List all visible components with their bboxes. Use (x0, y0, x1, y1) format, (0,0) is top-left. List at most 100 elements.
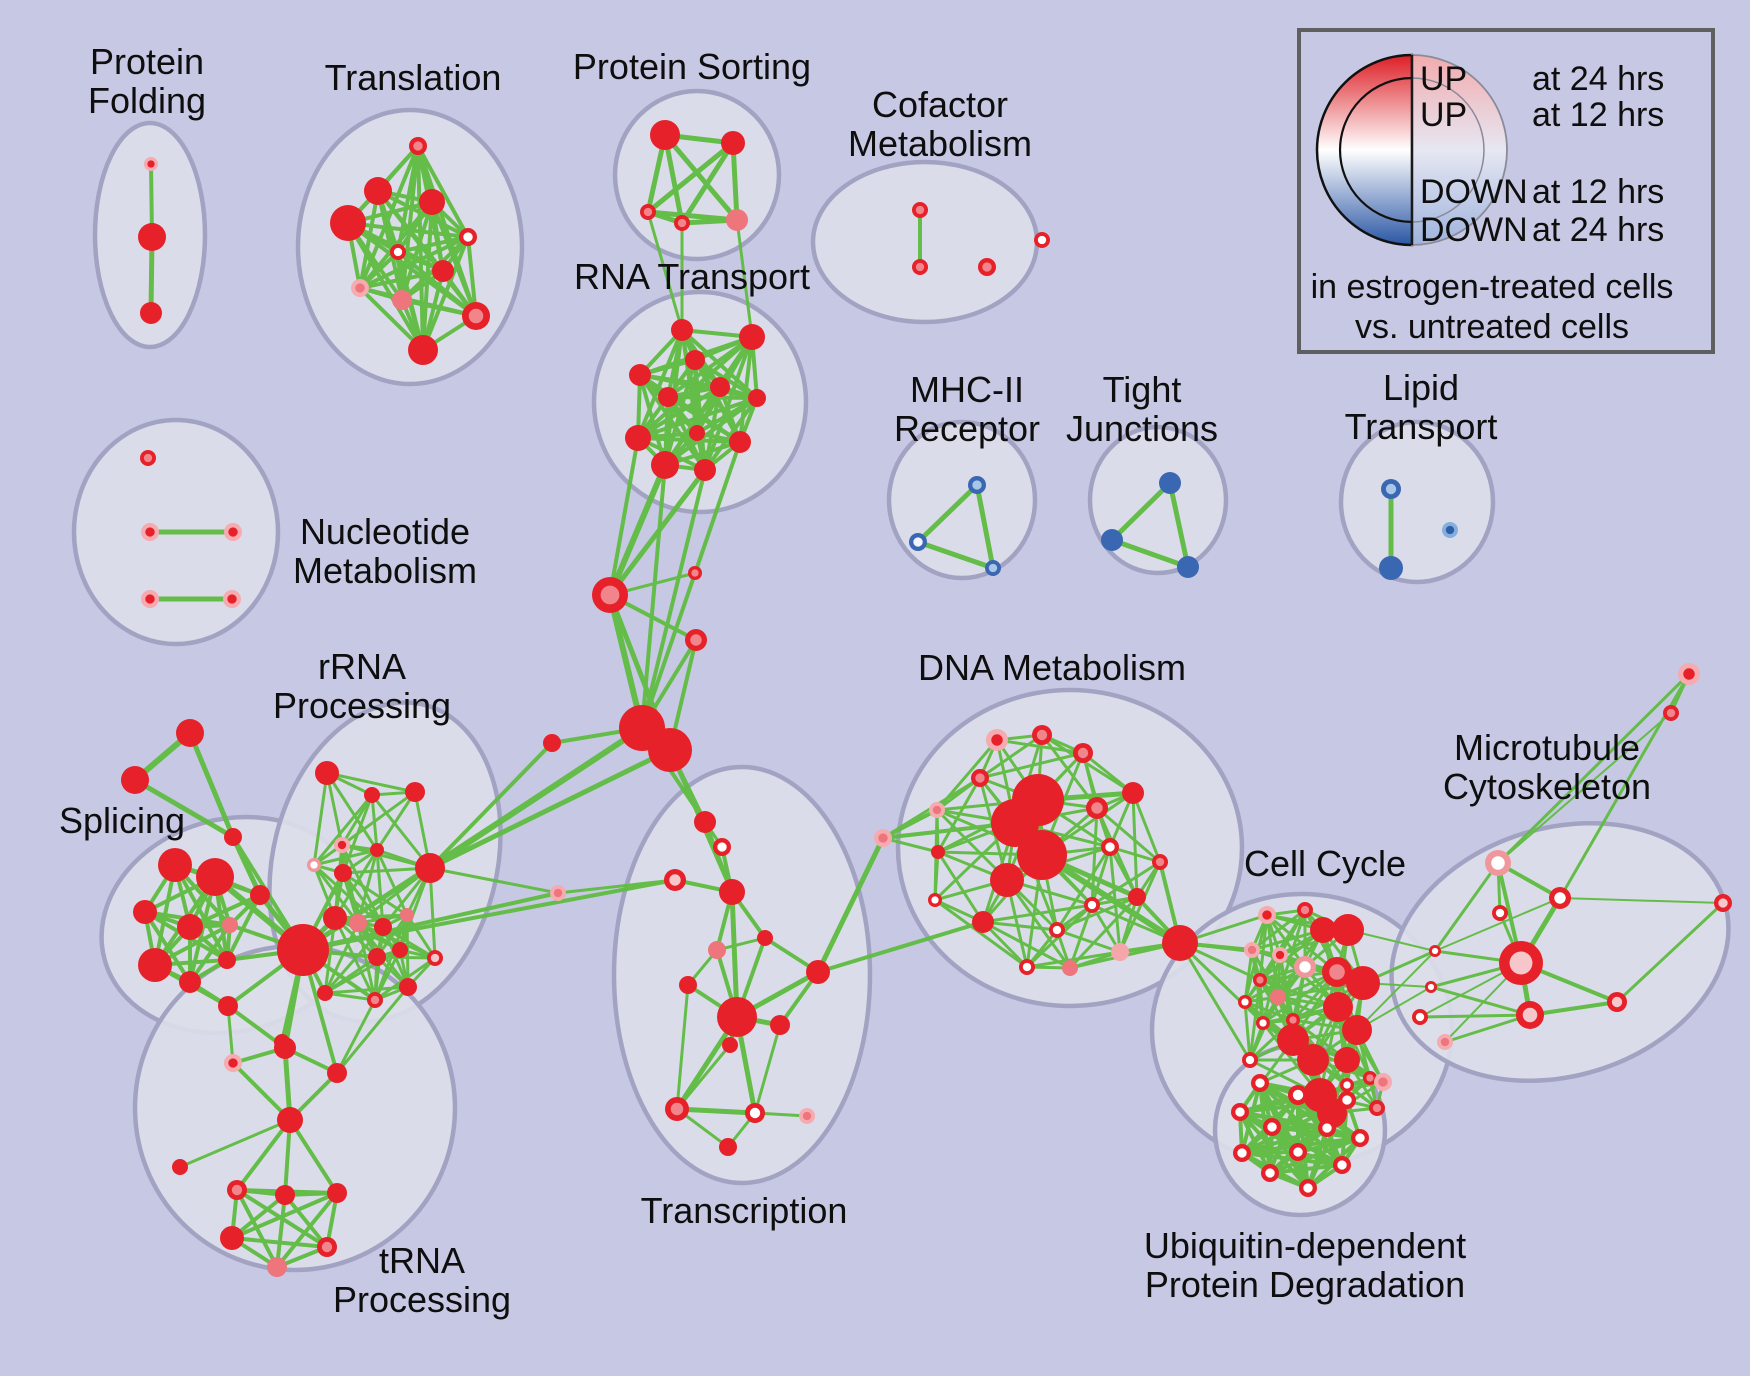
node-tj2[interactable] (1177, 556, 1199, 578)
node-sp9[interactable] (218, 996, 238, 1016)
node-rt5[interactable] (658, 387, 678, 407)
node-mt6[interactable] (1429, 945, 1441, 957)
node-rt7[interactable] (625, 425, 651, 451)
node-mt7[interactable] (1425, 981, 1437, 993)
node-dm14[interactable] (990, 863, 1024, 897)
node-dm0[interactable] (986, 729, 1008, 751)
node-ub9[interactable] (1333, 1156, 1351, 1174)
node-tx3[interactable] (719, 879, 745, 905)
node-mh1[interactable] (909, 533, 927, 551)
node-st0[interactable] (176, 719, 204, 747)
node-rr13[interactable] (368, 948, 386, 966)
node-tn9[interactable] (220, 1226, 244, 1250)
node-rr5[interactable] (334, 864, 352, 882)
node-tx8[interactable] (806, 960, 830, 984)
node-dm4[interactable] (929, 802, 945, 818)
node-cc15[interactable] (1342, 1015, 1372, 1045)
node-cc18[interactable] (1334, 1047, 1360, 1073)
node-cc7[interactable] (1322, 957, 1352, 987)
node-hb0[interactable] (277, 924, 329, 976)
node-nm1[interactable] (141, 523, 159, 541)
node-tl6[interactable] (432, 260, 454, 282)
node-tn4[interactable] (277, 1107, 303, 1133)
node-cc21[interactable] (1363, 1071, 1377, 1085)
node-rr14[interactable] (392, 942, 408, 958)
node-dm20[interactable] (1019, 959, 1035, 975)
node-dm9[interactable] (1017, 830, 1067, 880)
node-mt10[interactable] (1714, 894, 1732, 912)
node-cc8[interactable] (1346, 966, 1380, 1000)
node-pf0[interactable] (144, 157, 158, 171)
node-tx2[interactable] (664, 869, 686, 891)
node-dm13[interactable] (928, 893, 942, 907)
node-b6[interactable] (874, 829, 892, 847)
node-tl2[interactable] (330, 205, 366, 241)
node-cc0[interactable] (1258, 906, 1276, 924)
node-nm4[interactable] (223, 590, 241, 608)
node-tl0[interactable] (409, 137, 427, 155)
node-rr15[interactable] (399, 978, 417, 996)
node-tx4[interactable] (550, 885, 566, 901)
node-ub0[interactable] (1251, 1074, 1269, 1092)
node-tx10[interactable] (770, 1015, 790, 1035)
node-tl3[interactable] (419, 189, 445, 215)
node-ub6[interactable] (1351, 1129, 1369, 1147)
node-rr6[interactable] (370, 843, 384, 857)
node-sp8[interactable] (250, 885, 270, 905)
node-tl4[interactable] (459, 228, 477, 246)
node-ub4[interactable] (1263, 1118, 1281, 1136)
node-rr3[interactable] (334, 837, 350, 853)
node-nm2[interactable] (224, 523, 242, 541)
node-dm6[interactable] (1086, 797, 1108, 819)
node-mt9[interactable] (1437, 1034, 1453, 1050)
node-sp5[interactable] (138, 948, 172, 982)
node-cc16[interactable] (1277, 1024, 1309, 1056)
node-mt8[interactable] (1412, 1009, 1428, 1025)
node-rr1[interactable] (364, 787, 380, 803)
node-tl9[interactable] (462, 302, 490, 330)
node-b3[interactable] (543, 734, 561, 752)
node-tx14[interactable] (799, 1108, 815, 1124)
node-tj0[interactable] (1159, 472, 1181, 494)
node-ps3[interactable] (674, 215, 690, 231)
node-rr0[interactable] (315, 761, 339, 785)
node-tl10[interactable] (408, 335, 438, 365)
node-sp1[interactable] (196, 858, 234, 896)
node-tx1[interactable] (713, 838, 731, 856)
node-tj1[interactable] (1101, 529, 1123, 551)
node-cf3[interactable] (1034, 232, 1050, 248)
node-dm3[interactable] (971, 769, 989, 787)
node-dm22[interactable] (1162, 925, 1198, 961)
node-pf2[interactable] (140, 302, 162, 324)
node-cc17[interactable] (1297, 1044, 1329, 1076)
node-b5[interactable] (685, 629, 707, 651)
node-ub2[interactable] (1338, 1091, 1356, 1109)
node-cc1[interactable] (1297, 902, 1313, 918)
node-ps4[interactable] (726, 209, 748, 231)
node-mt2[interactable] (1492, 905, 1508, 921)
node-rt4[interactable] (710, 377, 730, 397)
node-cc6[interactable] (1294, 956, 1316, 978)
node-tx0[interactable] (694, 811, 716, 833)
node-cf2[interactable] (978, 258, 996, 276)
node-nm3[interactable] (141, 590, 159, 608)
node-dm11[interactable] (1152, 854, 1168, 870)
node-rr11[interactable] (400, 908, 414, 922)
node-cc2[interactable] (1310, 917, 1336, 943)
node-tx9[interactable] (717, 997, 757, 1037)
node-sp6[interactable] (179, 971, 201, 993)
node-rr16[interactable] (367, 992, 383, 1008)
node-dm15[interactable] (972, 911, 994, 933)
node-st1[interactable] (121, 766, 149, 794)
node-rt6[interactable] (748, 389, 766, 407)
node-cc20[interactable] (1340, 1078, 1354, 1092)
node-tn7[interactable] (275, 1185, 295, 1205)
node-sp7[interactable] (218, 951, 236, 969)
node-dm16[interactable] (1128, 888, 1146, 906)
node-mh0[interactable] (968, 476, 986, 494)
node-lt1[interactable] (1379, 556, 1403, 580)
node-ub5[interactable] (1318, 1119, 1336, 1137)
node-cc14[interactable] (1323, 992, 1353, 1022)
node-ps1[interactable] (721, 131, 745, 155)
node-dm19[interactable] (1111, 943, 1129, 961)
